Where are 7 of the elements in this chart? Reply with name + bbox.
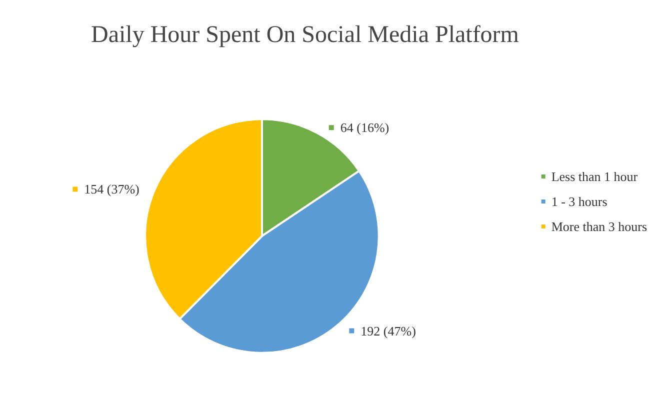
legend-label: Less than 1 hour — [551, 169, 638, 184]
data-label: 192 (47%) — [354, 323, 416, 338]
data-label: 154 (37%) — [78, 182, 140, 197]
legend-label: More than 3 hours — [551, 219, 648, 234]
data-label: 64 (16%) — [334, 120, 390, 136]
legend-label: 1 - 3 hours — [551, 194, 608, 209]
chart-title: Daily Hour Spent On Social Media Platform — [91, 22, 520, 48]
